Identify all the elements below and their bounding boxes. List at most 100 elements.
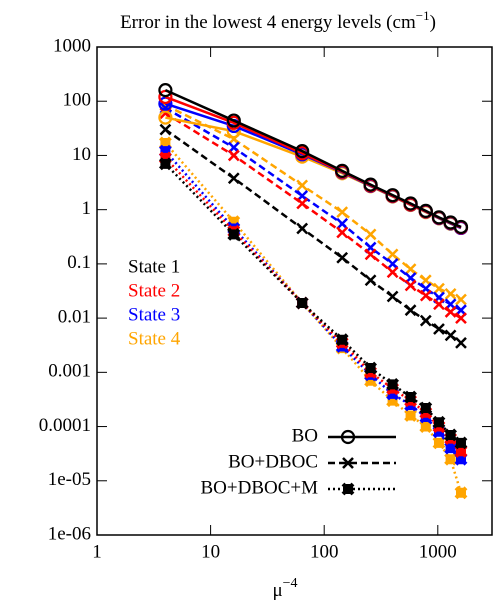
marker — [419, 401, 433, 415]
series-line — [164, 142, 463, 494]
series-line — [164, 89, 462, 229]
chart-title: Error in the lowest 4 energy levels (cm−… — [120, 8, 436, 33]
y-tick-label: 0.01 — [58, 306, 91, 327]
marker — [386, 248, 399, 261]
marker — [386, 290, 399, 303]
marker — [444, 452, 458, 466]
marker — [455, 336, 467, 349]
marker — [336, 206, 349, 219]
marker — [159, 123, 172, 136]
marker — [158, 144, 172, 158]
marker — [364, 361, 377, 375]
series-line — [164, 157, 462, 453]
marker — [454, 486, 468, 500]
legend-label: BO — [292, 425, 318, 446]
series-line — [164, 150, 462, 461]
marker — [386, 377, 400, 391]
marker — [432, 425, 446, 439]
marker — [226, 113, 241, 128]
marker — [336, 217, 349, 230]
marker — [444, 287, 457, 300]
marker — [158, 83, 173, 98]
marker — [433, 323, 445, 335]
marker — [433, 282, 445, 295]
marker — [433, 298, 445, 311]
series-line — [165, 102, 462, 230]
title-text: Error in the lowest 4 energy levels (cm — [120, 12, 416, 33]
y-tick-label: 1e-05 — [48, 469, 91, 490]
legend-label: BO+DBOC+M — [200, 477, 318, 498]
y-tick-label: 0.001 — [48, 361, 91, 382]
marker — [158, 157, 172, 171]
marker — [158, 151, 172, 165]
marker — [336, 226, 349, 239]
marker — [418, 203, 433, 218]
marker — [386, 387, 400, 401]
legend-state: State 2 — [128, 280, 180, 301]
title-sup: −1 — [416, 8, 430, 23]
marker — [455, 293, 467, 306]
marker — [419, 314, 432, 327]
marker — [404, 279, 417, 292]
x-tick-label: 1 — [92, 541, 102, 562]
x-tick-label: 100 — [310, 541, 339, 562]
marker — [227, 227, 241, 241]
legend-marker — [340, 429, 356, 445]
marker — [455, 312, 467, 324]
series-line — [164, 103, 462, 301]
title-end: ) — [430, 12, 436, 33]
marker — [335, 333, 349, 347]
legend-state: State 4 — [128, 328, 181, 349]
marker — [444, 329, 457, 342]
marker — [432, 415, 446, 429]
marker — [158, 136, 172, 150]
marker — [403, 196, 418, 211]
x-tick-label: 10 — [201, 541, 220, 562]
legend-marker — [342, 457, 354, 469]
marker — [227, 172, 240, 185]
legend-state: State 3 — [128, 304, 180, 325]
marker — [364, 248, 377, 261]
marker — [386, 266, 399, 279]
marker — [158, 110, 173, 125]
marker — [296, 179, 309, 192]
y-tick-label: 0.0001 — [39, 415, 91, 436]
marker — [227, 149, 240, 162]
marker — [295, 296, 309, 310]
marker — [453, 219, 469, 235]
marker — [364, 374, 377, 388]
x-label-text: μ — [272, 580, 282, 601]
marker — [385, 188, 400, 203]
plot-frame — [96, 46, 493, 536]
marker — [364, 228, 377, 241]
x-label-sup: −4 — [283, 576, 298, 591]
marker — [454, 452, 468, 466]
marker — [295, 144, 310, 159]
marker — [296, 222, 309, 235]
marker — [444, 428, 458, 442]
marker — [336, 251, 349, 264]
marker — [432, 436, 446, 450]
marker — [363, 177, 378, 192]
marker — [404, 390, 417, 404]
marker — [454, 444, 468, 458]
y-tick-label: 10 — [72, 144, 91, 165]
marker — [404, 263, 417, 276]
marker — [386, 394, 400, 408]
marker — [335, 163, 350, 178]
legend-label: BO+DBOC — [228, 451, 318, 472]
marker — [227, 215, 241, 229]
marker — [419, 420, 433, 433]
legend-marker — [341, 482, 355, 496]
x-tick-label: 1000 — [419, 541, 457, 562]
y-tick-label: 1e-06 — [48, 523, 91, 544]
y-tick-label: 1 — [82, 198, 92, 219]
legend-state: State 1 — [128, 256, 180, 277]
marker — [454, 436, 468, 450]
marker — [444, 441, 458, 455]
x-axis-label: μ−4 — [272, 576, 297, 601]
marker — [444, 306, 457, 318]
y-tick-label: 0.1 — [67, 252, 91, 273]
y-tick-label: 1000 — [53, 35, 91, 56]
